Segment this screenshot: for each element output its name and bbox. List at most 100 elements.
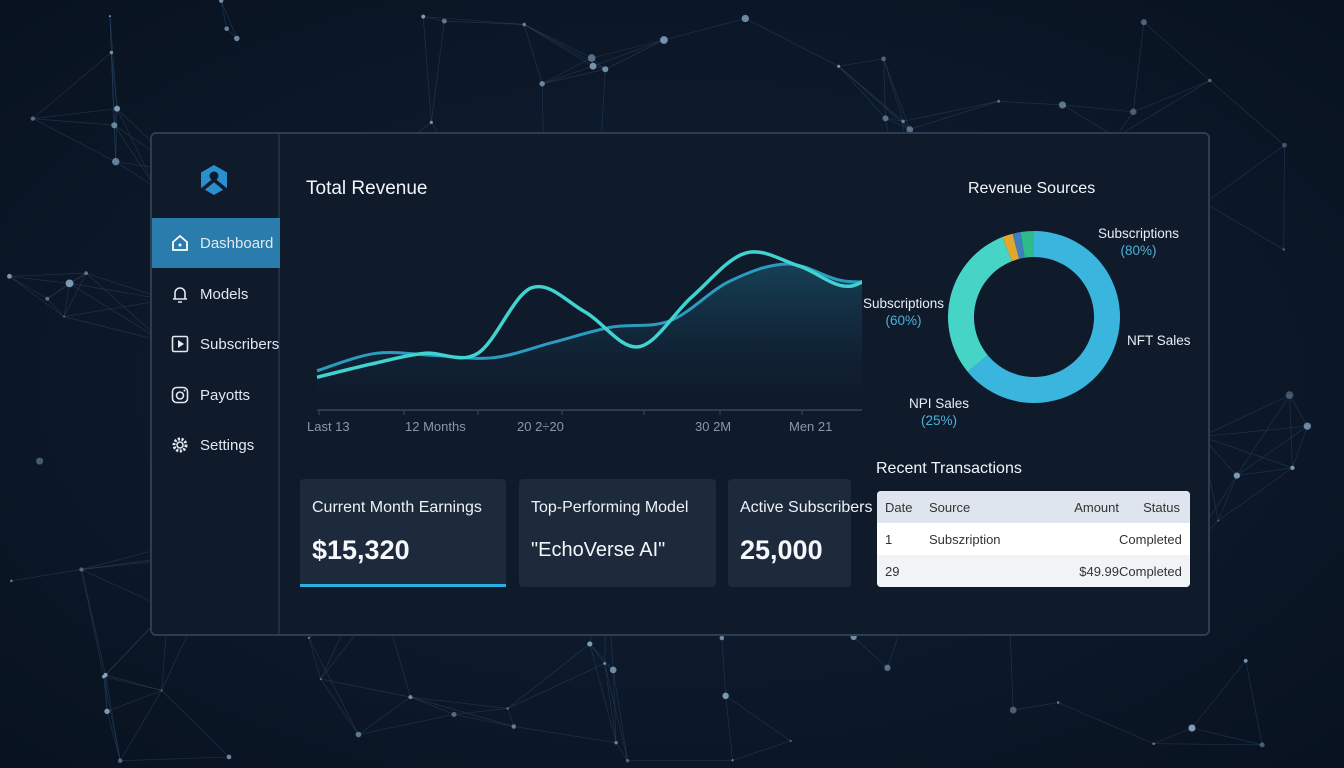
network-line (109, 16, 118, 109)
network-node (104, 708, 110, 715)
network-line (1209, 80, 1285, 146)
table-row[interactable]: 1 Subszription Completed (885, 531, 1182, 547)
network-line (1292, 426, 1308, 468)
network-line (32, 118, 116, 162)
network-line (903, 100, 999, 122)
network-line (589, 643, 605, 664)
network-line (358, 696, 411, 735)
network-line (444, 20, 525, 25)
network-node (1282, 248, 1285, 251)
network-line (320, 678, 411, 698)
network-node (355, 731, 362, 738)
network-line (81, 569, 105, 677)
card-accent-bar (300, 584, 506, 587)
network-line (32, 52, 112, 119)
network-node (614, 741, 618, 745)
revenue-sources-donut (948, 231, 1120, 403)
network-line (1143, 21, 1211, 81)
network-node (319, 677, 322, 681)
network-line (542, 65, 594, 85)
sidebar-item-label: Payotts (200, 386, 251, 404)
x-tick-label: Men 21 (789, 419, 833, 434)
network-node (224, 26, 230, 32)
network-line (453, 708, 508, 715)
network-line (1153, 727, 1193, 745)
network-line (885, 118, 910, 130)
network-node (1290, 465, 1295, 471)
sidebar-item-label: Dashboard (200, 234, 274, 252)
network-line (663, 18, 746, 41)
donut-label: NPI Sales (25%) (909, 396, 970, 428)
network-line (358, 714, 455, 735)
network-node (1259, 742, 1265, 748)
network-line (725, 695, 733, 761)
network-line (513, 726, 617, 744)
donut-label: Subscriptions (80%) (1098, 226, 1180, 258)
network-node (587, 641, 593, 647)
network-node (587, 54, 596, 62)
network-line (106, 690, 162, 712)
network-line (1201, 425, 1308, 437)
network-line (116, 108, 156, 188)
network-line (1013, 702, 1059, 711)
dashboard-window: Dashboard Models Subscribers Payotts Set… (150, 132, 1210, 636)
network-node (441, 18, 447, 24)
network-node (625, 759, 630, 763)
network-line (507, 643, 591, 709)
network-node (1285, 391, 1294, 399)
network-line (1115, 80, 1211, 138)
network-line (838, 66, 886, 119)
network-line (1218, 467, 1293, 521)
network-node (307, 636, 310, 639)
network-node (45, 296, 50, 301)
network-line (220, 0, 238, 39)
network-node (112, 157, 120, 166)
sidebar-item-subscribers[interactable]: Subscribers (152, 319, 280, 369)
network-line (410, 696, 455, 715)
network-line (410, 696, 514, 727)
network-line (69, 283, 163, 342)
network-line (542, 68, 606, 85)
network-line (1204, 202, 1284, 250)
network-node (1140, 19, 1147, 26)
bell-icon (173, 287, 187, 303)
network-line (47, 283, 70, 300)
network-node (881, 56, 886, 62)
area-series-line (316, 262, 862, 373)
table-header: Date Source Amount Status (877, 491, 1190, 523)
network-line (85, 272, 163, 342)
network-node (65, 279, 74, 288)
network-node (660, 36, 668, 44)
network-line (1204, 144, 1285, 204)
network-line (1153, 743, 1263, 746)
network-line (909, 100, 999, 130)
sidebar-item-payouts[interactable]: Payotts (152, 370, 280, 420)
x-tick-label: 12 Months (405, 419, 466, 434)
network-node (219, 0, 224, 3)
home-icon (172, 234, 188, 251)
gear-icon (172, 437, 188, 453)
sidebar-item-models[interactable]: Models (152, 269, 280, 319)
network-node (421, 14, 426, 19)
network-node (837, 64, 841, 68)
network-node (1058, 101, 1067, 109)
network-line (120, 756, 230, 762)
network-line (9, 276, 65, 317)
network-line (430, 21, 445, 123)
network-line (1236, 467, 1293, 476)
network-line (453, 714, 514, 727)
table-row[interactable]: 29 $49.99 Completed (877, 555, 1190, 587)
revenue-chart (316, 250, 862, 415)
sidebar-item-label: Settings (200, 436, 255, 454)
top-model-card: Top-Performing Model "EchoVerse AI" (519, 479, 716, 587)
network-node (114, 105, 121, 112)
sidebar-item-dashboard[interactable]: Dashboard (152, 218, 280, 268)
network-node (7, 273, 12, 279)
network-node (506, 707, 510, 710)
network-line (1057, 702, 1154, 745)
network-node (741, 14, 749, 23)
network-line (113, 125, 117, 162)
sidebar-item-settings[interactable]: Settings (152, 420, 280, 470)
network-node (108, 15, 111, 18)
network-line (524, 24, 594, 67)
